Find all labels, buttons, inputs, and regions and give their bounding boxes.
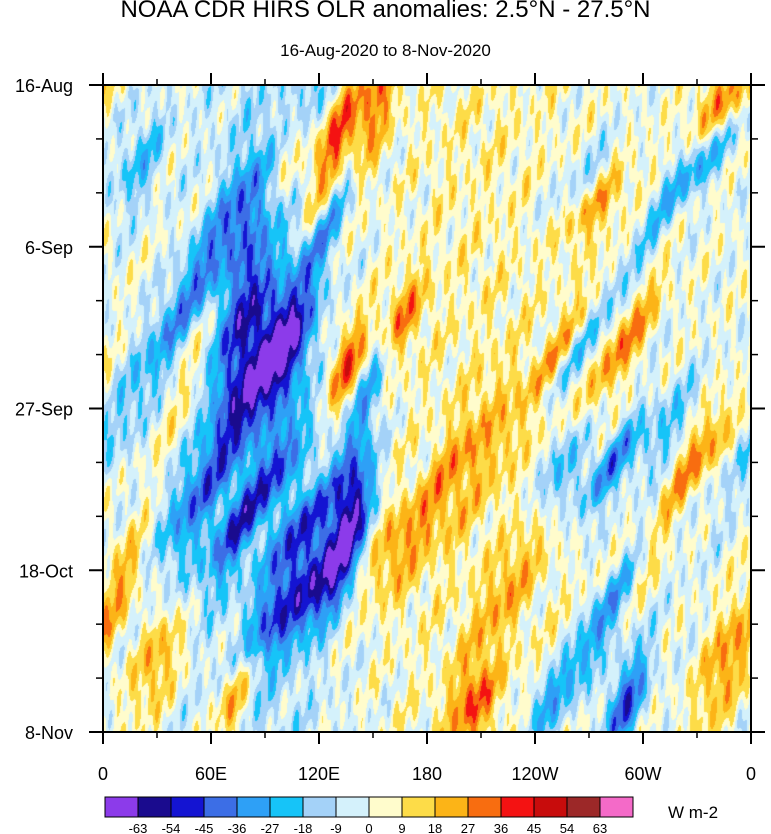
olr-anomaly-raster [103,85,751,732]
x-tick-label: 60E [195,764,227,784]
colorbar-label: -54 [162,821,181,834]
x-tick-label: 120E [298,764,340,784]
colorbar-swatch [269,796,304,818]
x-tick-label: 120W [511,764,558,784]
y-tick-label: 8-Nov [25,723,73,743]
colorbar-swatch [401,796,436,818]
colorbar-label: -9 [330,821,342,834]
olr-field [103,85,751,732]
colorbar-swatch [368,796,403,818]
x-tick-label: 0 [746,764,756,784]
x-tick-label: 60W [624,764,661,784]
y-tick-label: 6-Sep [25,238,73,258]
colorbar-swatch [500,796,535,818]
colorbar-label: 0 [365,821,372,834]
colorbar-label: 9 [398,821,405,834]
colorbar-label: -45 [195,821,214,834]
colorbar-label: 18 [428,821,442,834]
axis-ticks [89,73,765,744]
colorbar-swatch [467,796,502,818]
colorbar-swatch [335,796,370,818]
colorbar-swatch [203,796,238,818]
chart-subtitle: 16-Aug-2020 to 8-Nov-2020 [280,41,491,60]
y-tick-label: 16-Aug [15,76,73,96]
colorbar-swatch [170,796,205,818]
colorbar-label: -27 [261,821,280,834]
colorbar-swatch [434,796,469,818]
colorbar-swatch [236,796,271,818]
colorbar: -63 -54 -45 -36 -27 -18 -9 0 9 18 27 36 45 54 63 [104,796,634,834]
x-tick-label: 0 [98,764,108,784]
colorbar-label: 27 [461,821,475,834]
x-tick-label: 180 [412,764,442,784]
axis-labels: 0 60E 120E 180 120W 60W 0 16-Aug 6-Sep 27-Sep 18-O… [15,76,756,784]
colorbar-label: 36 [494,821,508,834]
colorbar-swatch [137,796,172,818]
colorbar-swatch [104,796,139,818]
colorbar-label: -63 [129,821,148,834]
y-tick-label: 27-Sep [15,400,73,420]
colorbar-swatch [533,796,568,818]
colorbar-label: 45 [527,821,541,834]
colorbar-units: W m-2 [668,803,719,822]
colorbar-swatch [302,796,337,818]
y-tick-label: 18-Oct [19,561,73,581]
chart-title: NOAA CDR HIRS OLR anomalies: 2.5°N - 27.… [120,0,651,23]
colorbar-label: 63 [593,821,607,834]
colorbar-swatch [566,796,601,818]
colorbar-swatch [599,796,634,818]
colorbar-label: 54 [560,821,574,834]
colorbar-label: -18 [294,821,313,834]
colorbar-label: -36 [228,821,247,834]
